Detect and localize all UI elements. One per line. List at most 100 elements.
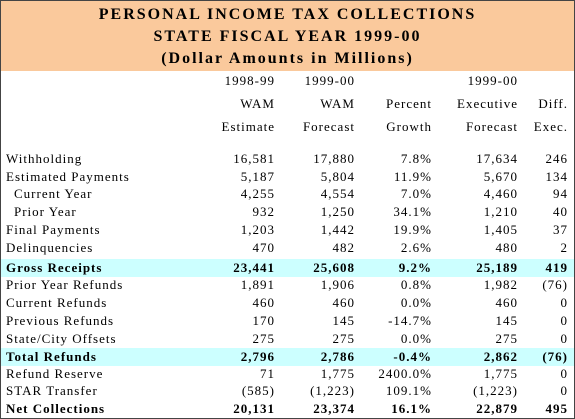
row-label: STAR Transfer	[6, 383, 98, 398]
title-line: PERSONAL INCOME TAX COLLECTIONS	[98, 6, 477, 23]
cell: 0.0%	[400, 295, 432, 310]
header-band	[1, 1, 574, 71]
cell: 0	[560, 366, 568, 381]
title-line: STATE FISCAL YEAR 1999-00	[153, 28, 422, 45]
row-label: Gross Receipts	[6, 260, 103, 275]
cell: (76)	[542, 277, 568, 292]
cell: 460	[252, 295, 275, 310]
cell: 4,554	[320, 186, 355, 201]
cell: 4,255	[240, 186, 275, 201]
cell: (1,223)	[473, 383, 518, 398]
cell: 246	[545, 151, 568, 166]
cell: 9.2%	[398, 260, 432, 275]
cell: 5,187	[240, 169, 275, 184]
cell: (585)	[241, 383, 275, 398]
row-label: Net Collections	[6, 401, 106, 416]
cell: 145	[495, 313, 518, 328]
cell: 145	[332, 313, 355, 328]
cell: 0	[560, 331, 568, 346]
column-header: 1998-99	[224, 73, 275, 88]
cell: 2,786	[320, 349, 355, 364]
title-line: (Dollar Amounts in Millions)	[161, 50, 414, 67]
cell: 460	[332, 295, 355, 310]
row-label: Final Payments	[6, 222, 101, 237]
cell: 170	[252, 313, 275, 328]
row-label: Total Refunds	[6, 349, 97, 364]
cell: 275	[252, 331, 275, 346]
cell: 37	[553, 222, 568, 237]
cell: 5,804	[320, 169, 355, 184]
row-highlight	[1, 259, 574, 277]
cell: 0	[560, 295, 568, 310]
cell: 1,405	[483, 222, 518, 237]
cell: 7.0%	[400, 186, 432, 201]
cell: 2,862	[483, 349, 518, 364]
cell: 40	[553, 204, 568, 219]
row-label: Previous Refunds	[6, 313, 115, 328]
cell: 2	[560, 240, 568, 255]
column-header: 1999-00	[304, 73, 355, 88]
cell: 17,634	[476, 151, 518, 166]
cell: 23,374	[313, 401, 355, 416]
cell: 275	[495, 331, 518, 346]
row-label: Current Year	[14, 186, 93, 201]
cell: 0.0%	[400, 331, 432, 346]
column-header: WAM	[320, 96, 355, 111]
cell: 20,131	[233, 401, 275, 416]
cell: 34.1%	[393, 204, 432, 219]
cell: -14.7%	[388, 313, 432, 328]
cell: 1,891	[240, 277, 275, 292]
cell: 0.8%	[400, 277, 432, 292]
cell: 419	[545, 260, 568, 275]
column-header: Percent	[386, 96, 432, 111]
cell: 1,250	[320, 204, 355, 219]
column-header: Estimate	[221, 119, 275, 134]
cell: 2.6%	[400, 240, 432, 255]
cell: 134	[545, 169, 568, 184]
cell: 16,581	[233, 151, 275, 166]
cell: -0.4%	[393, 349, 432, 364]
cell: 480	[495, 240, 518, 255]
column-header: Growth	[386, 119, 432, 134]
cell: 16.1%	[391, 401, 432, 416]
cell: 71	[260, 366, 275, 381]
cell: 1,906	[320, 277, 355, 292]
row-label: Withholding	[6, 151, 83, 166]
row-label: Prior Year Refunds	[6, 277, 124, 292]
column-header: Forecast	[465, 119, 518, 134]
cell: 460	[495, 295, 518, 310]
column-header: WAM	[240, 96, 275, 111]
cell: (1,223)	[310, 383, 355, 398]
cell: 22,879	[476, 401, 518, 416]
column-header: Executive	[457, 96, 518, 111]
cell: 2,796	[240, 349, 275, 364]
cell: 275	[332, 331, 355, 346]
row-label: Current Refunds	[6, 295, 108, 310]
row-label: State/City Offsets	[6, 331, 117, 346]
cell: 25,189	[476, 260, 518, 275]
row-highlight	[1, 348, 574, 366]
row-label: Prior Year	[14, 204, 77, 219]
row-label: Refund Reserve	[6, 366, 104, 381]
cell: 23,441	[233, 260, 275, 275]
cell: 17,880	[313, 151, 355, 166]
cell: 495	[545, 401, 568, 416]
cell: 94	[553, 186, 568, 201]
cell: 7.8%	[400, 151, 432, 166]
cell: 4,460	[483, 186, 518, 201]
cell: 1,775	[320, 366, 355, 381]
cell: 11.9%	[393, 169, 432, 184]
cell: 5,670	[483, 169, 518, 184]
column-header: Diff.	[538, 96, 568, 111]
cell: (76)	[542, 349, 568, 364]
column-header: Exec.	[533, 119, 568, 134]
column-header: 1999-00	[467, 73, 518, 88]
cell: 0	[560, 313, 568, 328]
cell: 25,608	[313, 260, 355, 275]
cell: 1,982	[483, 277, 518, 292]
cell: 1,203	[240, 222, 275, 237]
cell: 19.9%	[393, 222, 432, 237]
cell: 932	[252, 204, 275, 219]
row-label: Estimated Payments	[6, 169, 130, 184]
